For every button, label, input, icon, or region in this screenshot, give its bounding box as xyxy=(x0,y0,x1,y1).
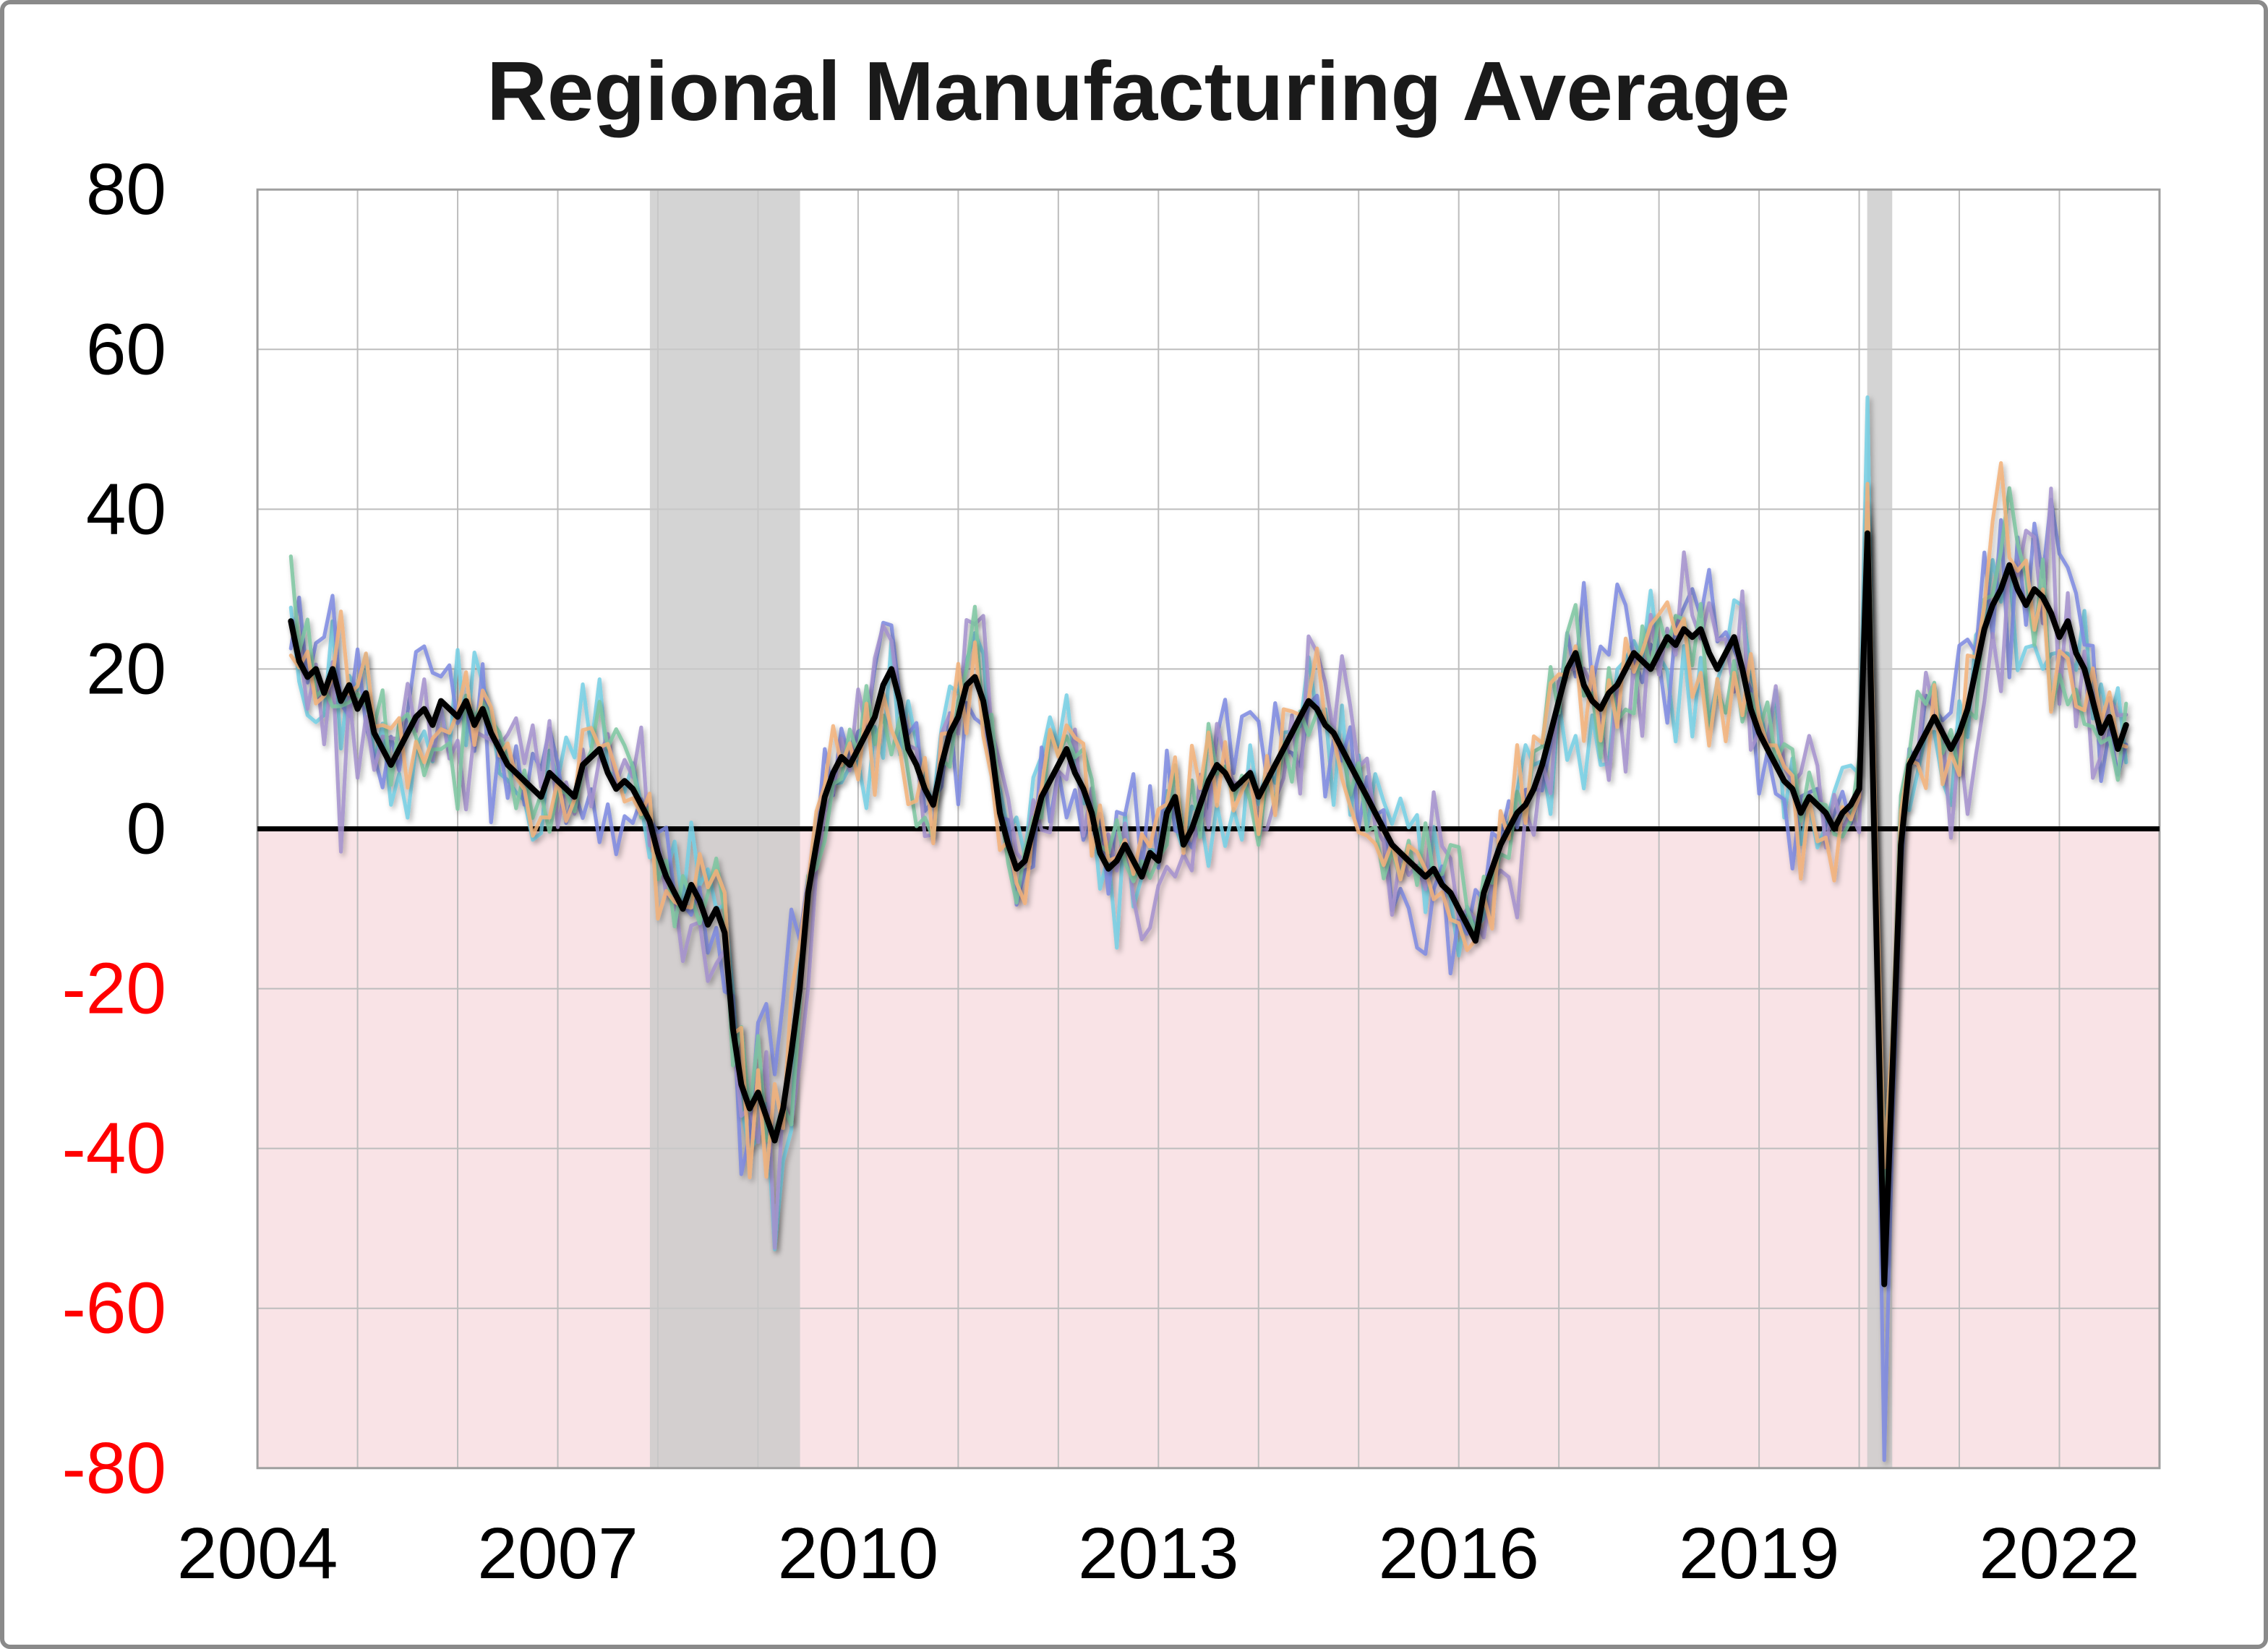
x-tick-label: 2019 xyxy=(1679,1513,1840,1594)
y-tick-label: 20 xyxy=(86,628,166,709)
x-tick-label: 2007 xyxy=(477,1513,638,1594)
y-tick-label: 40 xyxy=(86,468,166,549)
y-tick-label: 60 xyxy=(86,309,166,390)
y-tick-label: 0 xyxy=(126,789,166,870)
x-tick-label: 2004 xyxy=(177,1513,338,1594)
y-tick-label: -80 xyxy=(62,1428,167,1509)
x-tick-label: 2010 xyxy=(778,1513,939,1594)
y-tick-label: -20 xyxy=(62,948,167,1029)
y-tick-label: -40 xyxy=(62,1108,167,1189)
x-tick-label: 2022 xyxy=(1979,1513,2140,1594)
series-line-regional-5 xyxy=(288,461,2128,1180)
y-tick-label: -60 xyxy=(62,1268,167,1349)
regional-manufacturing-chart: Regional Manufacturing Average 806040200… xyxy=(62,44,2161,1594)
series-line-regional-3 xyxy=(288,487,2128,1265)
x-tick-label: 2013 xyxy=(1078,1513,1239,1594)
y-tick-label: 80 xyxy=(86,149,166,230)
x-tick-label: 2016 xyxy=(1378,1513,1539,1594)
chart-title: Regional Manufacturing Average xyxy=(487,44,1790,138)
series-line-average xyxy=(288,530,2129,1288)
